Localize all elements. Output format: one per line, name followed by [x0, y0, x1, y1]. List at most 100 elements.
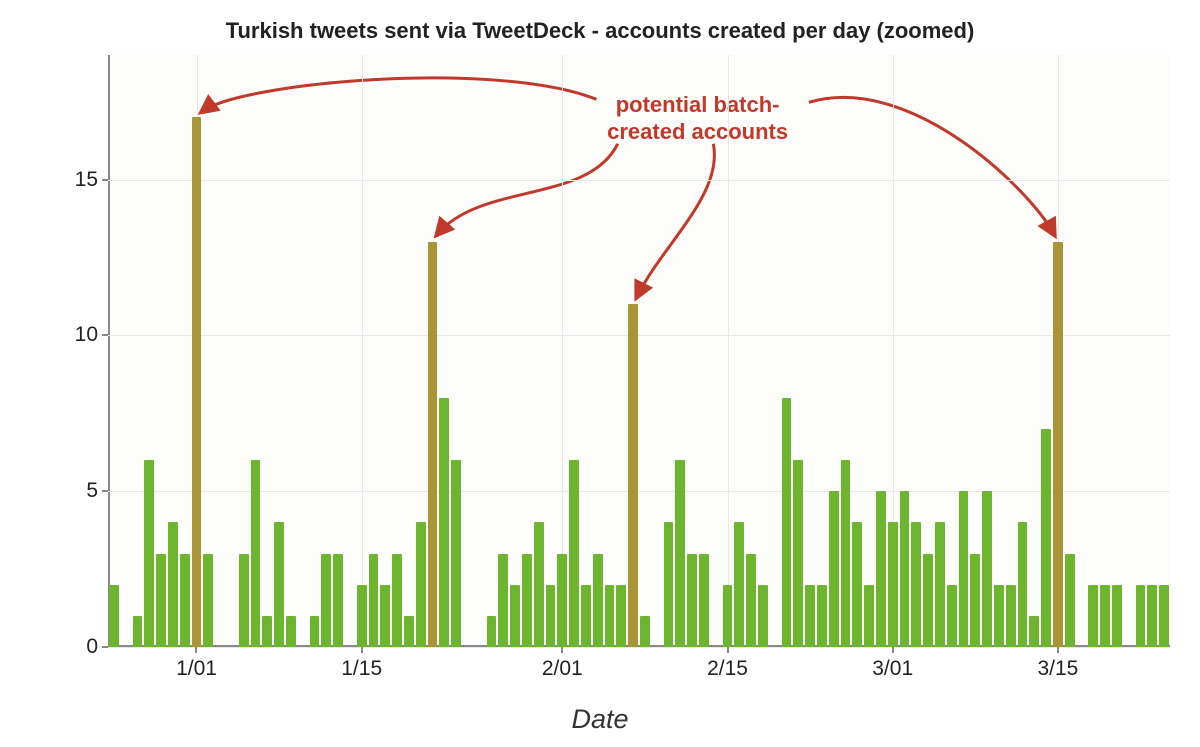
y-tick-label: 0 — [86, 635, 98, 659]
x-tick-mark — [361, 647, 363, 653]
bar — [758, 585, 768, 647]
x-tick-mark — [561, 647, 563, 653]
bar — [369, 554, 379, 647]
bar — [959, 491, 969, 647]
gridline-h — [108, 647, 1170, 648]
y-tick-label: 10 — [75, 323, 98, 347]
bar — [605, 585, 615, 647]
bar — [416, 522, 426, 647]
bar — [357, 585, 367, 647]
annotation-arrow — [203, 78, 597, 111]
bar — [699, 554, 709, 647]
gridline-h — [108, 180, 1170, 181]
bar — [310, 616, 320, 647]
bar — [829, 491, 839, 647]
bar-highlighted — [428, 242, 438, 647]
bar — [392, 554, 402, 647]
bar — [675, 460, 685, 647]
annotation-line2: created accounts — [607, 119, 788, 144]
x-tick-mark — [1057, 647, 1059, 653]
bar — [1088, 585, 1098, 647]
bar — [723, 585, 733, 647]
gridline-h — [108, 491, 1170, 492]
bar — [156, 554, 166, 647]
y-tick-mark — [102, 334, 108, 336]
bar-highlighted — [628, 304, 638, 647]
bar — [864, 585, 874, 647]
bar — [274, 522, 284, 647]
bar — [616, 585, 626, 647]
bar — [793, 460, 803, 647]
bar — [557, 554, 567, 647]
y-tick-label: 15 — [75, 168, 98, 192]
annotation-line1: potential batch- — [616, 92, 780, 117]
y-tick-label: 5 — [86, 479, 98, 503]
bar — [841, 460, 851, 647]
annotation-arrow — [809, 97, 1054, 234]
x-tick-label: 3/15 — [1037, 657, 1078, 681]
bar — [664, 522, 674, 647]
x-tick-mark — [195, 647, 197, 653]
y-tick-mark — [102, 646, 108, 648]
bar — [900, 491, 910, 647]
annotation-label: potential batch- created accounts — [607, 91, 788, 146]
bar — [876, 491, 886, 647]
bar — [1041, 429, 1051, 647]
chart-container: Turkish tweets sent via TweetDeck - acco… — [0, 0, 1200, 747]
bar — [1029, 616, 1039, 647]
bar — [687, 554, 697, 647]
bar — [239, 554, 249, 647]
bar — [923, 554, 933, 647]
x-tick-mark — [892, 647, 894, 653]
bar — [911, 522, 921, 647]
bar — [994, 585, 1004, 647]
bar — [1136, 585, 1146, 647]
bar — [251, 460, 261, 647]
bar — [1065, 554, 1075, 647]
gridline-h — [108, 335, 1170, 336]
bar — [546, 585, 556, 647]
y-axis-line — [108, 55, 110, 647]
bar — [133, 616, 143, 647]
bar — [451, 460, 461, 647]
bar — [321, 554, 331, 647]
bar — [1100, 585, 1110, 647]
bar — [1006, 585, 1016, 647]
bar — [852, 522, 862, 647]
bar — [734, 522, 744, 647]
bar — [817, 585, 827, 647]
bar — [593, 554, 603, 647]
x-tick-label: 1/01 — [176, 657, 217, 681]
x-tick-label: 1/15 — [341, 657, 382, 681]
chart-title: Turkish tweets sent via TweetDeck - acco… — [0, 18, 1200, 44]
bar — [782, 398, 792, 647]
bar — [487, 616, 497, 647]
bar — [404, 616, 414, 647]
bar — [203, 554, 213, 647]
bar-highlighted — [1053, 242, 1063, 647]
bar — [262, 616, 272, 647]
gridline-v — [728, 55, 729, 647]
bar — [970, 554, 980, 647]
bar — [522, 554, 532, 647]
bar — [581, 585, 591, 647]
bar — [1147, 585, 1157, 647]
y-tick-mark — [102, 179, 108, 181]
bar — [746, 554, 756, 647]
x-axis-label: Date — [0, 704, 1200, 735]
bar — [286, 616, 296, 647]
bar — [109, 585, 119, 647]
bar — [1112, 585, 1122, 647]
x-tick-label: 2/15 — [707, 657, 748, 681]
bar — [498, 554, 508, 647]
annotation-arrow — [438, 144, 618, 234]
bar — [510, 585, 520, 647]
bar — [333, 554, 343, 647]
x-tick-label: 3/01 — [872, 657, 913, 681]
gridline-v — [362, 55, 363, 647]
bar — [640, 616, 650, 647]
bar — [439, 398, 449, 647]
bar — [805, 585, 815, 647]
bar — [180, 554, 190, 647]
x-tick-label: 2/01 — [542, 657, 583, 681]
